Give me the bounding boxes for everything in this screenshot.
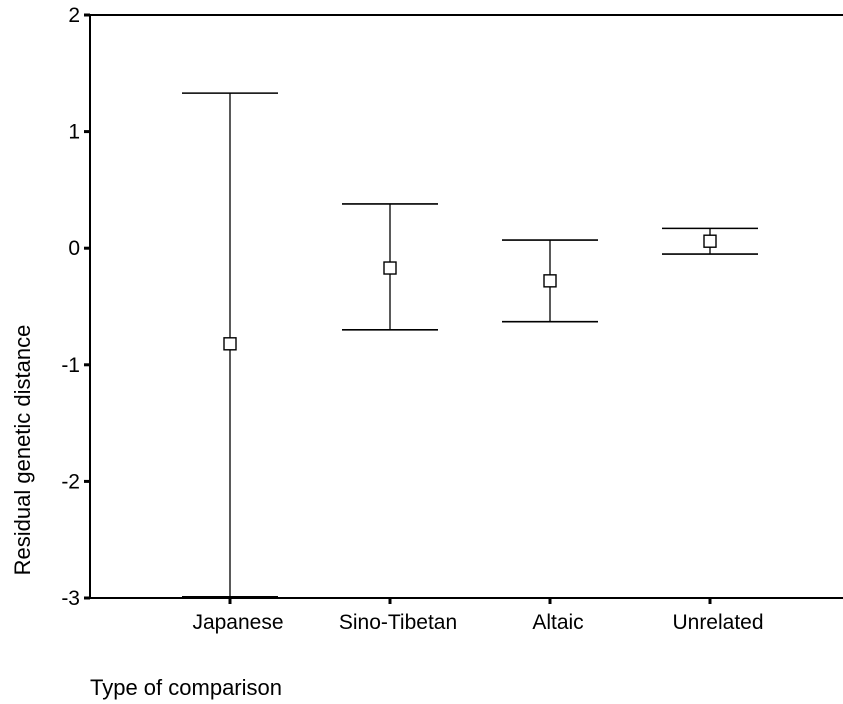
x-ticks: Japanese Sino-Tibetan Altaic Unrelated (192, 598, 764, 634)
mean-marker (383, 261, 397, 275)
error-bar-sino-tibetan (342, 203, 438, 331)
error-bar-japanese (182, 92, 278, 598)
x-axis-label: Type of comparison (90, 675, 282, 700)
y-tick-label: -3 (61, 587, 80, 610)
error-bars (182, 92, 758, 598)
x-tick-label: Unrelated (672, 611, 763, 634)
axes (89, 14, 843, 599)
error-bar-unrelated (662, 227, 758, 255)
x-tick-label: Altaic (532, 611, 583, 634)
y-ticks: 2 1 0 -1 -2 -3 (61, 4, 90, 610)
y-tick-label: 1 (68, 121, 80, 144)
y-tick-label: 2 (68, 4, 80, 27)
x-tick-label: Japanese (192, 611, 283, 634)
mean-marker (223, 337, 237, 351)
error-bar-altaic (502, 239, 598, 323)
y-tick-label: -2 (61, 470, 80, 493)
y-axis-label: Residual genetic distance (10, 325, 35, 576)
x-tick-label: Sino-Tibetan (339, 611, 457, 634)
mean-marker (703, 234, 717, 248)
y-tick-label: -1 (61, 354, 80, 377)
mean-marker (543, 274, 557, 288)
y-tick-label: 0 (68, 237, 80, 260)
